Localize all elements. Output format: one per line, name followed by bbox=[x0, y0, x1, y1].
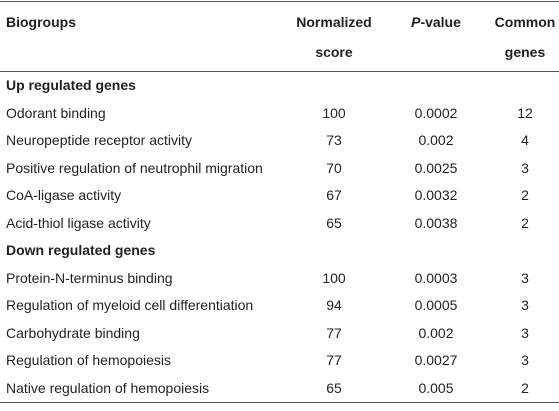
biogroup-name: Regulation of hemopoiesis bbox=[6, 352, 171, 368]
cell-value: 65 bbox=[326, 214, 342, 231]
table-header: Biogroups Normalized score P-value Commo… bbox=[0, 1, 559, 72]
biogroup-name: Odorant binding bbox=[6, 104, 106, 121]
column-header: Common genes bbox=[491, 1, 559, 72]
cell-value: 0.0005 bbox=[414, 297, 458, 313]
data-row: Native regulation of hemopoiesis 65 0.005 2 bbox=[0, 374, 559, 403]
cell-value: 100 bbox=[322, 104, 346, 121]
data-row: Carbohydrate binding 77 0.002 3 bbox=[0, 320, 559, 348]
biogroup-name: Native regulation of hemopoiesis bbox=[0, 374, 287, 403]
cell-value: 3 bbox=[521, 269, 529, 286]
cell-value: 77 bbox=[326, 324, 342, 341]
cell-value: 2 bbox=[521, 187, 529, 203]
column-header-text: P-value bbox=[411, 14, 461, 30]
cell-value: 0.0032 bbox=[414, 187, 458, 203]
data-row: Protein-N-terminus binding 100 0.0003 3 bbox=[0, 265, 559, 293]
cell-value: 77 bbox=[326, 352, 342, 368]
cell-value: 3 bbox=[521, 324, 529, 341]
biogroup-name: Regulation of myeloid cell differentiati… bbox=[6, 297, 254, 313]
biogroup-name: CoA-ligase activity bbox=[6, 187, 122, 203]
cell-value: 100 bbox=[322, 269, 346, 286]
biogroup-name: Neuropeptide receptor activity bbox=[6, 132, 192, 148]
section-row: Down regulated genes bbox=[0, 237, 559, 265]
cell-value: 2 bbox=[491, 374, 559, 403]
cell-value: 12 bbox=[517, 104, 533, 121]
cell-value: 0.0038 bbox=[414, 214, 458, 231]
cell-value: 4 bbox=[521, 132, 529, 148]
biogroup-name: Protein-N-terminus binding bbox=[6, 269, 173, 286]
column-header: Biogroups bbox=[0, 1, 287, 72]
data-row: Neuropeptide receptor activity 73 0.002 4 bbox=[0, 127, 559, 155]
cell-value: 2 bbox=[521, 214, 529, 231]
section-title: Up regulated genes bbox=[6, 77, 136, 93]
cell-value: 0.0003 bbox=[414, 269, 458, 286]
column-header: Normalized score bbox=[287, 1, 381, 72]
cell-value: 0.005 bbox=[381, 374, 491, 403]
data-row: Regulation of hemopoiesis 77 0.0027 3 bbox=[0, 347, 559, 375]
cell-value: 3 bbox=[521, 352, 529, 368]
cell-value: 65 bbox=[287, 374, 381, 403]
data-row: Regulation of myeloid cell differentiati… bbox=[0, 292, 559, 320]
data-row: Odorant binding 100 0.0002 12 bbox=[0, 100, 559, 128]
cell-value: 70 bbox=[326, 159, 342, 176]
biogroup-name: Acid-thiol ligase activity bbox=[6, 214, 151, 231]
cell-value: 0.002 bbox=[418, 132, 454, 148]
biogroup-name: Carbohydrate binding bbox=[6, 324, 140, 341]
cell-value: 0.0002 bbox=[414, 104, 458, 121]
data-row: CoA-ligase activity 67 0.0032 2 bbox=[0, 182, 559, 210]
cell-value: 0.002 bbox=[418, 324, 454, 341]
data-row: Acid-thiol ligase activity 65 0.0038 2 bbox=[0, 210, 559, 238]
column-header: P-value bbox=[381, 1, 491, 72]
data-row: Positive regulation of neutrophil migrat… bbox=[0, 155, 559, 183]
cell-value: 3 bbox=[521, 159, 529, 176]
cell-value: 3 bbox=[521, 297, 529, 313]
results-table: Biogroups Normalized score P-value Commo… bbox=[0, 1, 559, 403]
cell-value: 0.0027 bbox=[414, 352, 458, 368]
cell-value: 94 bbox=[326, 297, 342, 313]
section-row: Up regulated genes bbox=[0, 72, 559, 100]
table-body: Up regulated genes Odorant binding 100 0.00… bbox=[0, 72, 559, 403]
cell-value: 67 bbox=[326, 187, 342, 203]
section-title: Down regulated genes bbox=[6, 242, 156, 258]
header-row: Biogroups Normalized score P-value Commo… bbox=[0, 1, 559, 72]
biogroup-name: Positive regulation of neutrophil migrat… bbox=[6, 159, 263, 176]
cell-value: 0.0025 bbox=[414, 159, 458, 176]
cell-value: 73 bbox=[326, 132, 342, 148]
